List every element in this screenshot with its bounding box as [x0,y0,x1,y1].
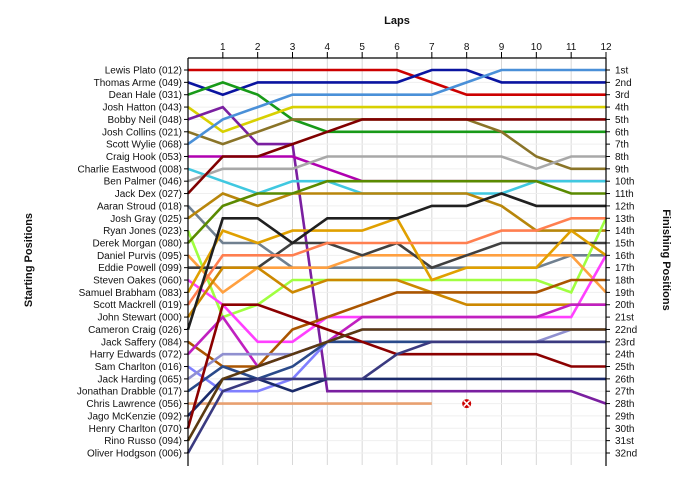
finishing-position-label: 12th [615,201,634,212]
driver-label: Daniel Purvis (095) [97,251,182,262]
driver-label: Scott Mackrell (019) [93,300,182,311]
finishing-position-label: 30th [615,424,634,435]
finishing-position-label: 24th [615,350,634,361]
series-line-10 [187,155,606,183]
driver-label: Chris Lawrence (056) [86,399,182,410]
driver-label: Ryan Jones (023) [103,226,182,237]
finishing-position-label: 9th [615,164,629,175]
series-line-4 [187,105,606,134]
series-line-20 [186,217,606,306]
series-line-31 [186,328,606,442]
driver-label: Ben Palmer (046) [104,177,182,188]
finishing-position-label: 17th [615,263,634,274]
driver-label: Cameron Craig (026) [88,325,182,336]
finishing-position-label: 2nd [615,78,632,89]
finishing-position-label: 11th [615,189,634,200]
driver-label: Thomas Arme (049) [94,78,182,89]
driver-label: Jack Saffery (084) [101,337,182,348]
series-line-1 [188,68,606,96]
series-line-5 [187,105,607,405]
finishing-position-label: 10th [615,177,634,188]
driver-label: Josh Collins (021) [102,127,182,138]
x-tick-label: 2 [255,42,261,53]
driver-label: Oliver Hodgson (006) [87,449,182,460]
finishing-position-label: 31st [615,436,634,447]
driver-label: John Stewart (000) [98,313,183,324]
series-line-3 [187,81,606,134]
finishing-position-label: 23rd [615,337,635,348]
series-line-22 [186,192,606,330]
driver-label: Henry Charlton (070) [89,424,182,435]
driver-label: Samuel Brabham (083) [79,288,182,299]
driver-label: Harry Edwards (072) [90,350,182,361]
finishing-position-label: 28th [615,399,634,410]
driver-label: Jack Dex (027) [115,189,182,200]
finishing-position-label: 26th [615,374,634,385]
x-tick-label: 10 [531,42,543,53]
series-line-15 [187,179,606,244]
finishing-position-label: 5th [615,115,629,126]
x-tick-label: 11 [566,42,577,53]
driver-label: Dean Hale (031) [109,90,182,101]
finishing-position-label: 18th [615,276,634,287]
driver-label: Lewis Plato (012) [105,66,182,77]
series-line-32 [186,340,606,454]
driver-label: Craig Hook (053) [106,152,182,163]
finishing-position-label: 8th [615,152,629,163]
finishing-position-label: 21st [615,313,634,324]
driver-label: Sam Charlton (016) [95,362,182,373]
driver-label: Jonathan Drabble (017) [77,387,182,398]
finishing-position-label: 19th [615,288,634,299]
driver-label: Jack Harding (065) [98,374,182,385]
finishing-position-label: 14th [615,226,634,237]
finishing-position-label: 4th [615,103,629,114]
series-lines [186,68,608,454]
finishing-position-label: 20th [615,300,634,311]
x-tick-label: 12 [600,42,612,53]
x-tick-label: 1 [220,42,226,53]
left-axis-title: Starting Positions [23,213,35,307]
finishing-position-label: 16th [615,251,634,262]
series-line-2 [187,68,606,97]
finishing-position-label: 25th [615,362,634,373]
driver-label: Josh Hatton (043) [103,103,183,114]
series-line-21 [186,266,606,318]
series-line-11 [187,118,606,195]
x-tick-label: 8 [464,42,470,53]
series-line-7 [187,68,606,146]
finishing-position-label: 29th [615,411,634,422]
x-tick-label: 4 [325,42,331,53]
finishing-position-label: 3rd [615,90,629,101]
finishing-position-label: 32nd [615,449,637,460]
driver-label: Bobby Neil (048) [108,115,182,126]
right-axis-title: Finishing Positions [660,209,672,310]
x-tick-label: 5 [359,42,365,53]
driver-label: Scott Wylie (068) [106,140,182,151]
finishing-position-label: 6th [615,127,629,138]
axes [184,52,610,466]
x-tick-label: 9 [499,42,505,53]
driver-label: Eddie Powell (099) [98,263,182,274]
finishing-position-label: 1st [615,66,629,77]
driver-label: Josh Gray (025) [110,214,182,225]
x-axis-title: Laps [384,15,410,27]
x-tick-label: 6 [394,42,400,53]
finishing-position-label: 27th [615,387,634,398]
driver-label: Jago McKenzie (092) [88,411,183,422]
x-tick-label: 3 [290,42,296,53]
finishing-position-label: 13th [615,214,634,225]
driver-label: Charlie Eastwood (008) [78,164,183,175]
driver-label: Steven Oakes (060) [93,276,182,287]
x-tick-label: 7 [429,42,435,53]
driver-label: Rino Russo (094) [104,436,182,447]
driver-label: Derek Morgan (080) [93,238,182,249]
retired-marker-cross [463,400,471,408]
finishing-position-label: 22nd [615,325,637,336]
finishing-position-label: 15th [615,238,634,249]
finishing-position-label: 7th [615,140,629,151]
driver-label: Aaran Stroud (018) [97,201,182,212]
